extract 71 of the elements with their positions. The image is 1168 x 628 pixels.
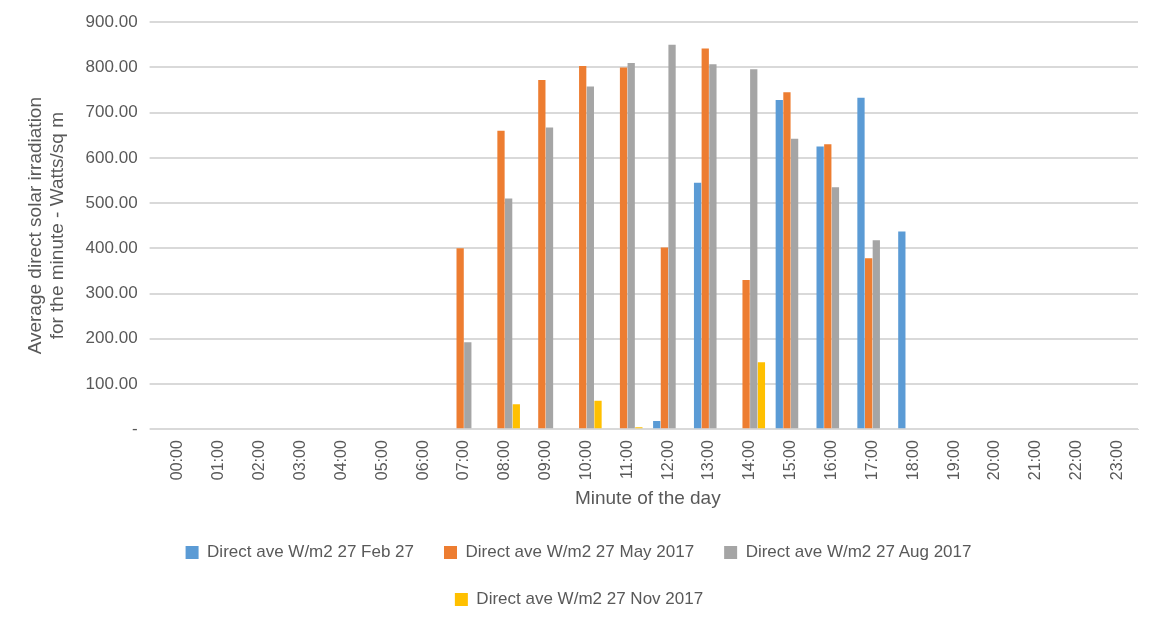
x-tick-label: 20:00 xyxy=(985,440,1003,481)
bar xyxy=(898,231,906,429)
bar xyxy=(538,80,546,429)
legend-label: Direct ave W/m2 27 Feb 27 xyxy=(207,542,414,562)
bar xyxy=(464,342,472,429)
bar xyxy=(701,48,709,429)
x-tick-label: 21:00 xyxy=(1026,440,1044,481)
x-axis-title: Minute of the day xyxy=(574,486,722,508)
bar xyxy=(505,198,513,429)
bar xyxy=(865,258,873,429)
y-tick-label: - xyxy=(131,418,138,438)
legend-label: Direct ave W/m2 27 May 2017 xyxy=(465,542,695,562)
x-tick-label: 14:00 xyxy=(740,440,758,481)
bar xyxy=(586,86,594,429)
y-tick-label: 600.00 xyxy=(85,147,138,167)
x-tick-label: 09:00 xyxy=(536,440,554,481)
x-tick-label: 15:00 xyxy=(781,440,799,481)
x-tick-label: 02:00 xyxy=(250,440,268,481)
x-tick-label: 22:00 xyxy=(1067,440,1085,481)
y-tick-label: 100.00 xyxy=(85,373,138,393)
y-tick-label: 500.00 xyxy=(85,192,138,212)
x-tick-label: 03:00 xyxy=(290,440,308,481)
bar xyxy=(790,138,799,429)
bar xyxy=(627,62,635,429)
x-tick-label: 13:00 xyxy=(699,440,717,481)
x-tick-label: 18:00 xyxy=(903,440,921,481)
y-tick-label: 900.00 xyxy=(85,11,138,31)
bar xyxy=(545,127,554,429)
bar xyxy=(816,146,824,429)
x-tick-label: 12:00 xyxy=(658,440,676,481)
bar xyxy=(872,240,880,429)
bar xyxy=(757,362,766,429)
bar xyxy=(831,187,840,429)
x-tick-label: 16:00 xyxy=(822,440,840,481)
x-tick-label: 23:00 xyxy=(1107,440,1125,481)
y-tick-label: 400.00 xyxy=(85,237,138,257)
bar xyxy=(512,404,520,429)
bar xyxy=(750,69,758,429)
y-axis-title: Average direct solar irradiation for the minute - Watts/sq m xyxy=(23,97,68,355)
bar xyxy=(742,279,750,429)
x-tick-label: 01:00 xyxy=(209,440,227,481)
bar xyxy=(824,144,832,429)
x-tick-label: 11:00 xyxy=(617,440,635,480)
legend-label: Direct ave W/m2 27 Nov 2017 xyxy=(476,589,704,609)
x-tick-label: 10:00 xyxy=(576,440,594,481)
y-tick-label: 200.00 xyxy=(85,328,138,348)
x-tick-label: 05:00 xyxy=(372,440,390,481)
bar xyxy=(693,182,702,429)
x-tick-label: 08:00 xyxy=(495,440,513,481)
x-tick-label: 07:00 xyxy=(454,440,472,481)
y-tick-label: 300.00 xyxy=(85,283,138,303)
x-tick-label: 00:00 xyxy=(168,440,186,481)
x-tick-label: 06:00 xyxy=(413,440,431,481)
bar xyxy=(775,99,783,429)
bar xyxy=(857,97,865,429)
legend-label: Direct ave W/m2 27 Aug 2017 xyxy=(745,542,972,562)
bar xyxy=(619,67,628,429)
bar xyxy=(668,44,676,429)
x-tick-label: 17:00 xyxy=(862,440,880,481)
y-tick-label: 800.00 xyxy=(85,57,138,77)
x-tick-label: 19:00 xyxy=(944,440,962,481)
bar xyxy=(456,248,464,429)
bar xyxy=(660,247,669,429)
bar xyxy=(709,64,717,429)
bar xyxy=(579,66,587,429)
bar xyxy=(497,130,505,429)
y-tick-label: 700.00 xyxy=(85,102,138,122)
bar xyxy=(594,400,602,429)
bar xyxy=(783,92,791,429)
bar xyxy=(653,421,661,429)
x-tick-label: 04:00 xyxy=(331,440,349,481)
